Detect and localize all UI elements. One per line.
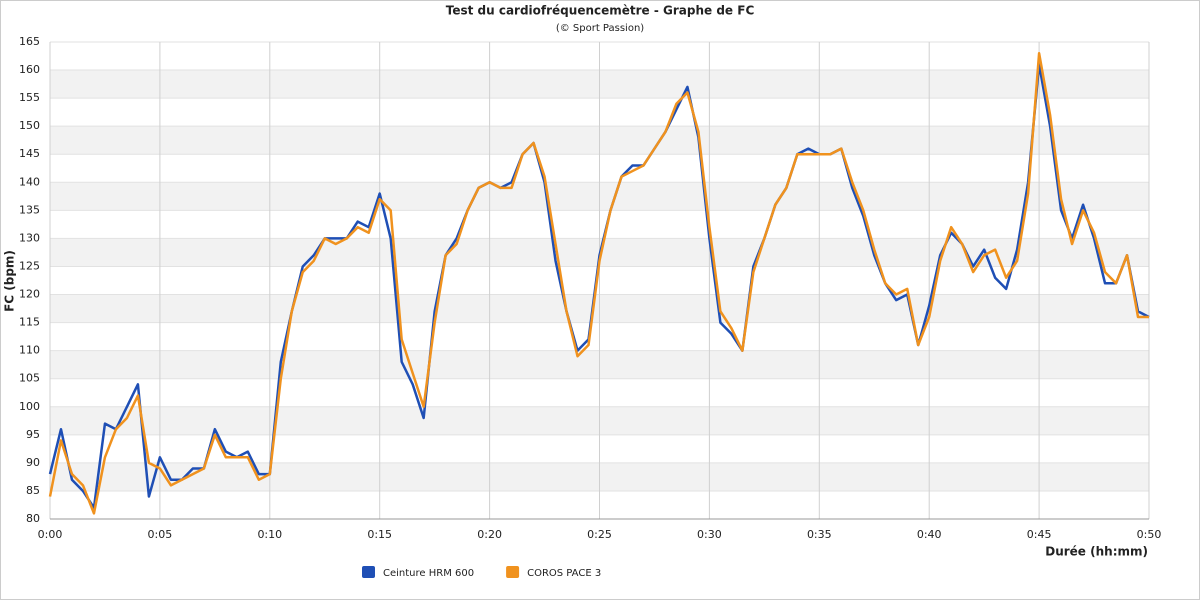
legend-label: Ceinture HRM 600	[383, 568, 474, 579]
y-tick-label: 135	[19, 203, 40, 216]
y-tick-label: 90	[26, 456, 40, 469]
y-tick-label: 100	[19, 400, 40, 413]
y-tick-label: 110	[19, 344, 40, 357]
y-axis-label: FC (bpm)	[3, 250, 17, 312]
y-tick-label: 150	[19, 119, 40, 132]
y-tick-label: 165	[19, 35, 40, 48]
x-tick-label: 0:10	[257, 528, 282, 541]
y-tick-label: 140	[19, 175, 40, 188]
x-tick-label: 0:20	[477, 528, 502, 541]
x-tick-label: 0:40	[917, 528, 942, 541]
chart-subtitle: (© Sport Passion)	[556, 23, 644, 34]
y-tick-label: 85	[26, 484, 40, 497]
x-tick-label: 0:35	[807, 528, 832, 541]
y-tick-label: 80	[26, 512, 40, 525]
x-tick-label: 0:50	[1137, 528, 1162, 541]
x-tick-label: 0:30	[697, 528, 722, 541]
data-line	[48, 51, 1149, 515]
y-tick-label: 105	[19, 372, 40, 385]
x-tick-label: 0:05	[148, 528, 173, 541]
legend-swatch	[362, 566, 375, 578]
y-tick-label: 130	[19, 231, 40, 244]
legend-label: COROS PACE 3	[527, 568, 601, 579]
x-tick-label: 0:25	[587, 528, 612, 541]
x-tick-label: 0:45	[1027, 528, 1052, 541]
chart-title: Test du cardiofréquencemètre - Graphe de…	[446, 4, 755, 18]
x-axis-label: Durée (hh:mm)	[1045, 545, 1148, 559]
y-tick-label: 145	[19, 147, 40, 160]
y-tick-label: 95	[26, 428, 40, 441]
legend-swatch	[506, 566, 520, 578]
y-tick-label: 120	[19, 288, 40, 301]
x-tick-label: 0:00	[38, 528, 63, 541]
y-tick-label: 115	[19, 316, 40, 329]
y-tick-label: 155	[19, 91, 40, 104]
y-tick-label: 125	[19, 259, 40, 272]
x-tick-label: 0:15	[367, 528, 392, 541]
y-tick-label: 160	[19, 63, 40, 76]
